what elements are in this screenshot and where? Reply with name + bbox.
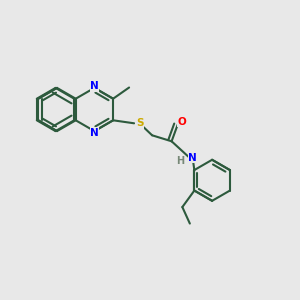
Text: O: O <box>178 117 187 127</box>
Text: N: N <box>90 81 99 92</box>
Text: H: H <box>177 156 185 166</box>
Text: N: N <box>90 128 99 138</box>
Text: S: S <box>136 118 143 128</box>
Text: N: N <box>188 153 197 163</box>
